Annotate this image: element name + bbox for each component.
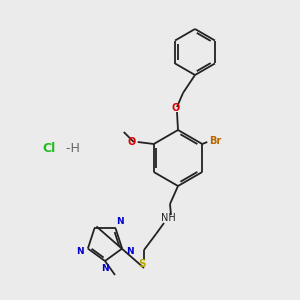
Text: O: O bbox=[128, 137, 136, 147]
Text: N: N bbox=[116, 218, 124, 226]
Text: S: S bbox=[138, 259, 146, 269]
Text: N: N bbox=[76, 247, 84, 256]
Text: O: O bbox=[172, 103, 180, 113]
Text: Br: Br bbox=[209, 136, 221, 146]
Text: NH: NH bbox=[160, 213, 175, 223]
Text: -H: -H bbox=[62, 142, 80, 154]
Text: N: N bbox=[101, 265, 109, 274]
Text: Cl: Cl bbox=[42, 142, 55, 154]
Text: N: N bbox=[126, 247, 134, 256]
